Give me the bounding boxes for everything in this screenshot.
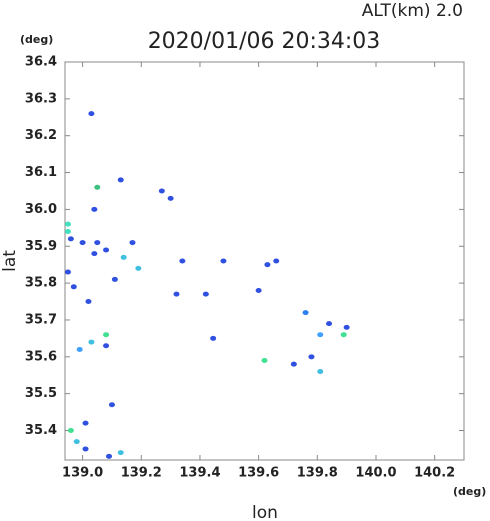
echo-point: [167, 195, 174, 201]
echo-point: [103, 343, 110, 349]
y-tick-label: 35.4: [25, 423, 57, 438]
echo-point: [129, 240, 136, 246]
y-tick-label: 35.8: [25, 276, 57, 291]
x-tick-label: 139.0: [62, 466, 103, 481]
echo-point: [120, 254, 127, 260]
echo-point: [255, 287, 262, 293]
echo-point: [117, 450, 124, 456]
y-unit: (deg): [20, 33, 53, 46]
y-tick-label: 36.3: [25, 91, 57, 106]
echo-point: [70, 284, 77, 290]
echo-point: [103, 247, 110, 253]
x-tick-label: 139.6: [238, 466, 279, 481]
x-tick-label: 139.4: [179, 466, 220, 481]
echo-point: [264, 262, 271, 268]
echo-point: [108, 402, 115, 408]
echo-point: [202, 291, 209, 297]
y-tick-label: 36.4: [25, 55, 57, 70]
echo-point: [82, 446, 89, 452]
x-tick-label: 140.0: [355, 466, 396, 481]
echo-point: [261, 358, 268, 363]
echo-point: [85, 299, 92, 305]
echo-point: [91, 251, 98, 257]
x-axis-label: lon: [252, 503, 278, 521]
echo-point: [290, 361, 297, 367]
echo-point: [67, 236, 74, 242]
plot-frame: [64, 61, 465, 461]
echo-point: [64, 269, 71, 275]
echo-point: [273, 258, 280, 264]
echo-point: [220, 258, 227, 264]
y-axis-label: lat: [0, 250, 20, 272]
echo-point: [302, 310, 309, 316]
echo-point: [111, 276, 118, 282]
echo-point: [308, 354, 315, 360]
x-tick-label: 139.2: [121, 466, 162, 481]
echo-point: [343, 324, 350, 330]
echo-point: [317, 369, 324, 375]
y-tick-label: 36.1: [25, 165, 57, 180]
echo-point: [88, 339, 95, 345]
echo-point: [67, 428, 74, 434]
y-tick-label: 35.7: [25, 312, 57, 327]
echo-point: [88, 111, 95, 117]
echo-point: [106, 453, 113, 459]
y-tick-label: 35.5: [25, 386, 57, 401]
chart-title: 2020/01/06 20:34:03: [148, 29, 381, 54]
echo-point: [64, 221, 71, 227]
echo-point: [64, 229, 71, 235]
echo-point: [158, 188, 165, 194]
chart-subtitle: ALT(km) 2.0: [362, 1, 463, 21]
echo-point: [103, 332, 110, 338]
echo-point: [79, 240, 86, 246]
y-tick-label: 35.6: [25, 349, 57, 364]
echo-point: [340, 332, 347, 338]
y-tick-label: 35.9: [25, 239, 57, 254]
echo-point: [326, 321, 333, 327]
x-unit: (deg): [453, 485, 486, 498]
y-tick-label: 36.2: [25, 128, 57, 143]
x-tick-label: 140.2: [414, 466, 455, 481]
echo-point: [317, 332, 324, 338]
echo-point: [82, 420, 89, 426]
x-tick-label: 139.8: [297, 466, 338, 481]
echo-point: [135, 265, 142, 271]
echo-point: [179, 258, 186, 264]
echo-point: [76, 346, 83, 352]
echo-point: [173, 291, 180, 297]
y-tick-label: 36.0: [25, 202, 57, 217]
echo-point: [91, 206, 98, 212]
echo-point: [94, 184, 101, 190]
echo-point: [94, 240, 101, 246]
echo-point: [117, 177, 124, 183]
echo-point: [73, 439, 80, 445]
echo-point: [210, 335, 217, 341]
